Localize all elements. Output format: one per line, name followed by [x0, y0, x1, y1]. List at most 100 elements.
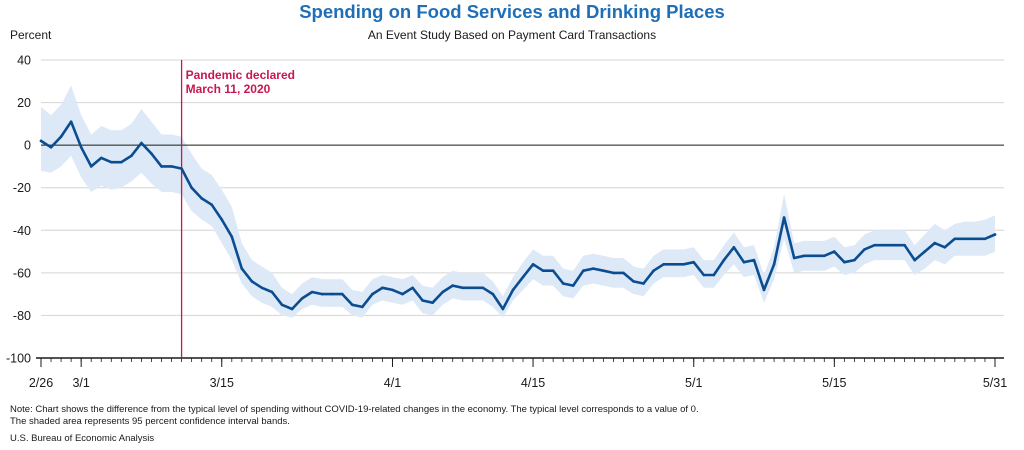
data-point	[79, 146, 83, 149]
data-point	[602, 269, 605, 273]
x-tick-label: 2/26	[29, 376, 53, 390]
data-point	[993, 233, 997, 236]
data-point	[421, 299, 424, 302]
data-point	[270, 290, 274, 294]
data-point	[411, 286, 414, 290]
data-point	[792, 256, 796, 260]
data-point	[140, 141, 143, 145]
data-point	[531, 263, 535, 266]
x-tick-label: 3/15	[210, 376, 234, 390]
data-point	[210, 203, 213, 206]
data-point	[371, 292, 374, 296]
data-point	[401, 292, 404, 296]
data-point	[983, 237, 987, 241]
data-point	[541, 269, 545, 273]
data-point	[833, 250, 836, 253]
x-tick-label: 4/1	[384, 376, 401, 390]
y-tick-label: 40	[17, 54, 31, 68]
data-point	[120, 160, 123, 164]
data-point	[672, 263, 675, 266]
data-point	[762, 288, 766, 292]
data-point	[100, 156, 103, 160]
note-line-2: The shaded area represents 95 percent co…	[10, 416, 290, 427]
source-note: U.S. Bureau of Economic Analysis	[10, 433, 155, 444]
data-point	[39, 139, 43, 143]
data-point	[943, 246, 947, 249]
data-point	[772, 263, 776, 266]
data-point	[963, 237, 967, 241]
data-point	[953, 237, 957, 241]
x-tick-label: 3/1	[72, 376, 89, 390]
data-point	[391, 288, 394, 292]
data-point	[571, 284, 575, 287]
y-tick-label: -60	[13, 266, 31, 280]
data-point	[491, 292, 495, 296]
chart-title: Spending on Food Services and Drinking P…	[299, 1, 725, 22]
data-point	[582, 269, 585, 273]
data-point	[330, 292, 334, 296]
y-tick-label: -40	[13, 224, 31, 238]
data-point	[341, 292, 344, 296]
data-point	[130, 154, 133, 158]
data-point	[863, 248, 866, 251]
data-point	[89, 165, 93, 168]
y-tick-label: -80	[13, 309, 31, 323]
data-point	[381, 286, 384, 290]
data-point	[742, 260, 746, 264]
data-point	[551, 269, 555, 273]
data-point	[642, 282, 645, 285]
data-point	[652, 269, 655, 273]
data-point	[853, 258, 856, 262]
data-point	[260, 286, 264, 290]
data-point	[893, 243, 896, 247]
y-axis-label: Percent	[10, 28, 52, 42]
data-point	[240, 267, 244, 270]
data-point	[431, 301, 434, 305]
data-point	[290, 307, 294, 311]
data-point	[451, 284, 455, 287]
x-tick-label: 4/15	[521, 376, 545, 390]
data-point	[180, 167, 183, 170]
data-point	[923, 250, 926, 253]
data-point	[110, 160, 113, 164]
data-point	[782, 216, 786, 219]
y-tick-label: 0	[24, 139, 31, 153]
data-point	[200, 197, 203, 200]
data-point	[913, 258, 916, 262]
data-point	[351, 303, 354, 307]
data-point	[280, 303, 284, 307]
data-point	[160, 165, 163, 168]
data-point	[722, 258, 726, 262]
x-tick-label: 5/1	[685, 376, 702, 390]
data-point	[933, 241, 936, 245]
data-point	[59, 135, 63, 138]
data-point	[823, 254, 826, 258]
data-point	[220, 218, 224, 221]
y-tick-label: -100	[6, 352, 31, 366]
data-point	[300, 297, 304, 300]
data-point	[69, 120, 73, 123]
data-point	[320, 292, 324, 296]
data-point	[903, 243, 906, 247]
chart-subtitle: An Event Study Based on Payment Card Tra…	[367, 28, 657, 42]
spending-series-line	[39, 120, 997, 311]
data-point	[461, 286, 465, 290]
note-line-1: Note: Chart shows the difference from th…	[10, 404, 699, 415]
data-point	[150, 152, 153, 155]
data-point	[973, 237, 977, 241]
data-point	[49, 146, 53, 149]
data-point	[843, 260, 846, 264]
data-point	[441, 290, 445, 294]
data-point	[873, 243, 876, 247]
confidence-band	[41, 85, 995, 318]
data-point	[692, 260, 695, 264]
x-tick-label: 5/31	[983, 376, 1007, 390]
data-point	[712, 273, 716, 277]
data-point	[481, 286, 485, 290]
data-point	[511, 288, 515, 292]
data-point	[682, 263, 685, 266]
data-point	[521, 275, 525, 279]
data-point	[802, 254, 806, 258]
data-point	[592, 267, 595, 270]
data-point	[732, 246, 736, 249]
